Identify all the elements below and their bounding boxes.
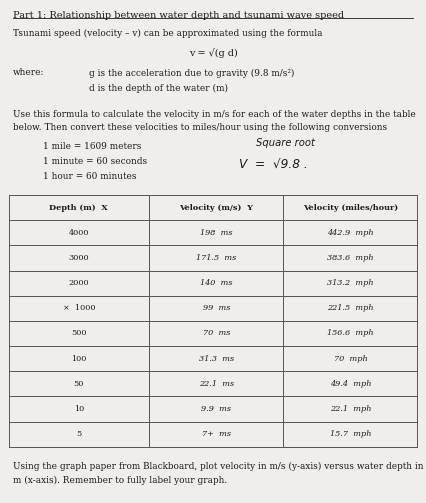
Text: 70  ms: 70 ms xyxy=(202,329,230,338)
Text: Square root: Square root xyxy=(256,138,314,148)
Text: 1 minute = 60 seconds: 1 minute = 60 seconds xyxy=(43,157,147,166)
Text: Velocity (miles/hour): Velocity (miles/hour) xyxy=(303,204,398,212)
Text: 156.6  mph: 156.6 mph xyxy=(327,329,374,338)
Text: 15.7  mph: 15.7 mph xyxy=(330,430,371,438)
Text: 99  ms: 99 ms xyxy=(202,304,230,312)
Text: 2000: 2000 xyxy=(69,279,89,287)
Text: 442.9  mph: 442.9 mph xyxy=(327,229,374,237)
Text: m (x-axis). Remember to fully label your graph.: m (x-axis). Remember to fully label your… xyxy=(13,476,227,485)
Text: 22.1  ms: 22.1 ms xyxy=(199,380,234,388)
Text: 1 hour = 60 minutes: 1 hour = 60 minutes xyxy=(43,172,136,181)
Text: Velocity (m/s)  Y: Velocity (m/s) Y xyxy=(179,204,253,212)
Text: 49.4  mph: 49.4 mph xyxy=(330,380,371,388)
Text: below. Then convert these velocities to miles/hour using the following conversio: below. Then convert these velocities to … xyxy=(13,123,387,132)
Text: d is the depth of the water (m): d is the depth of the water (m) xyxy=(89,83,228,93)
Text: 140  ms: 140 ms xyxy=(200,279,233,287)
Text: Tsunami speed (velocity – v) can be approximated using the formula: Tsunami speed (velocity – v) can be appr… xyxy=(13,29,322,38)
Text: 100: 100 xyxy=(71,355,86,363)
Text: Use this formula to calculate the velocity in m/s for each of the water depths i: Use this formula to calculate the veloci… xyxy=(13,110,415,119)
Text: Part 1: Relationship between water depth and tsunami wave speed: Part 1: Relationship between water depth… xyxy=(13,11,344,20)
Text: 1 mile = 1609 meters: 1 mile = 1609 meters xyxy=(43,142,141,151)
Text: 500: 500 xyxy=(71,329,86,338)
Text: 70  mph: 70 mph xyxy=(334,355,367,363)
Text: 9.9  ms: 9.9 ms xyxy=(201,405,231,413)
Text: ×  1000: × 1000 xyxy=(63,304,95,312)
Text: 22.1  mph: 22.1 mph xyxy=(330,405,371,413)
Text: v = √(g d): v = √(g d) xyxy=(189,48,237,58)
Text: 50: 50 xyxy=(74,380,84,388)
Text: 5: 5 xyxy=(76,430,81,438)
Text: 221.5  mph: 221.5 mph xyxy=(327,304,374,312)
Text: 3000: 3000 xyxy=(69,254,89,262)
Text: Using the graph paper from Blackboard, plot velocity in m/s (y-axis) versus wate: Using the graph paper from Blackboard, p… xyxy=(13,462,423,471)
Text: g is the acceleration due to gravity (9.8 m/s²): g is the acceleration due to gravity (9.… xyxy=(89,68,295,77)
Text: 313.2  mph: 313.2 mph xyxy=(327,279,374,287)
Text: 31.3  ms: 31.3 ms xyxy=(199,355,234,363)
Text: 383.6  mph: 383.6 mph xyxy=(327,254,374,262)
Text: where:: where: xyxy=(13,68,44,77)
Text: 4000: 4000 xyxy=(69,229,89,237)
Text: V  =  √9.8 .: V = √9.8 . xyxy=(239,159,307,172)
Text: Depth (m)  X: Depth (m) X xyxy=(49,204,108,212)
Text: 198  ms: 198 ms xyxy=(200,229,233,237)
Text: 171.5  ms: 171.5 ms xyxy=(196,254,236,262)
Text: 10: 10 xyxy=(74,405,84,413)
Text: 7+  ms: 7+ ms xyxy=(201,430,231,438)
